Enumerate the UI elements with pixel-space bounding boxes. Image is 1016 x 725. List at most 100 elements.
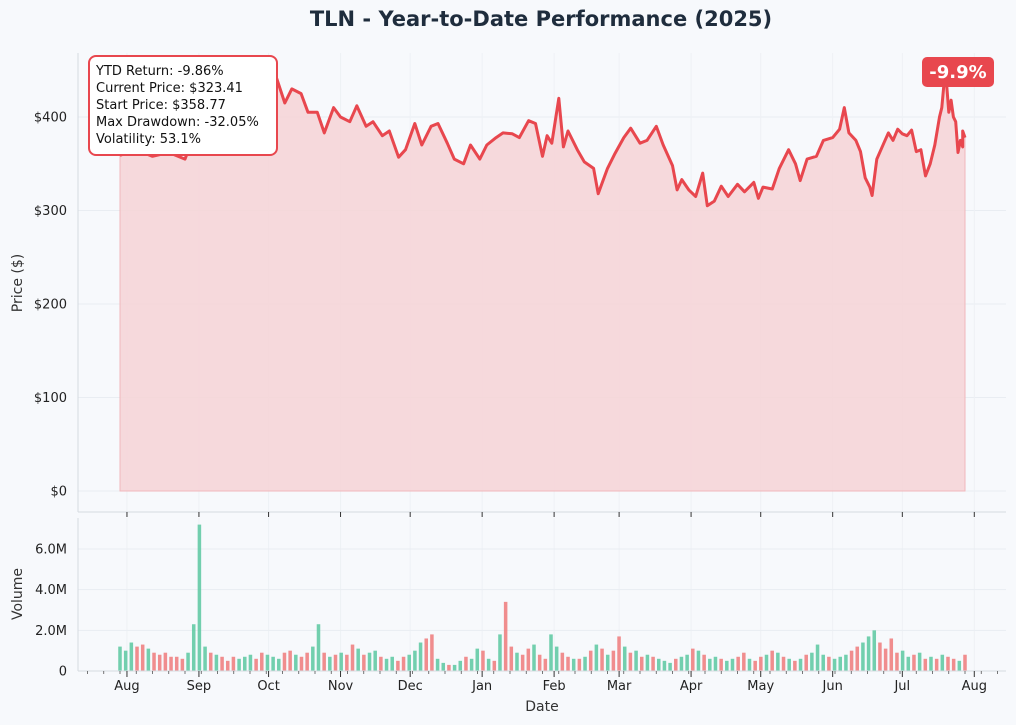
volume-bar xyxy=(157,654,162,671)
volume-bar xyxy=(203,646,207,671)
volume-bar xyxy=(520,654,525,671)
volume-bar xyxy=(566,656,570,671)
volume-bar xyxy=(691,648,695,671)
price-y-ticks: $0 $100 $200 $300 $400 xyxy=(34,111,67,500)
volume-bar xyxy=(549,634,553,671)
volume-bar xyxy=(815,644,820,671)
return-badge-bg xyxy=(922,57,994,87)
volume-bar xyxy=(713,656,718,671)
volume-bar xyxy=(237,658,241,671)
volume-bar xyxy=(231,656,236,671)
volume-x-tick-label: Aug xyxy=(962,679,987,694)
volume-bar xyxy=(140,644,145,671)
volume-bar xyxy=(730,658,735,671)
volume-x-tick-label: Apr xyxy=(680,679,703,694)
volume-bar xyxy=(742,652,746,671)
volume-bar xyxy=(838,656,842,671)
volume-bar xyxy=(265,654,270,671)
volume-bar xyxy=(900,650,905,671)
volume-bar xyxy=(951,658,956,671)
volume-bar xyxy=(776,652,780,671)
volume-bar xyxy=(333,654,338,671)
volume-bar xyxy=(554,646,559,671)
price-panel: $0 $100 $200 $300 $400 Price ($) YTD Return:… xyxy=(10,53,1006,517)
volume-x-tick-label: Oct xyxy=(257,679,279,694)
volume-bar xyxy=(492,660,497,671)
volume-bar xyxy=(191,624,196,671)
volume-bar xyxy=(498,634,502,671)
volume-bar xyxy=(912,654,916,671)
volume-bar xyxy=(441,662,446,671)
volume-bars xyxy=(118,524,967,671)
volume-bar xyxy=(260,652,264,671)
volume-bar xyxy=(339,652,343,671)
volume-bar xyxy=(725,660,729,671)
volume-bar xyxy=(481,650,485,671)
volume-bar xyxy=(129,642,134,671)
volume-x-tick-label: Dec xyxy=(398,679,423,694)
volume-bar xyxy=(509,646,514,671)
volume-bar xyxy=(764,654,769,671)
stats-current-price: Current Price: $323.41 xyxy=(96,81,243,96)
volume-bar xyxy=(186,652,190,671)
price-y-tick-label: $300 xyxy=(34,204,67,219)
volume-x-tick-label: Jan xyxy=(471,679,492,694)
volume-bar xyxy=(588,650,593,671)
volume-y-tick-label: 0 xyxy=(59,665,67,680)
volume-bar xyxy=(322,652,326,671)
stats-start-price: Start Price: $358.77 xyxy=(96,98,226,113)
volume-bar xyxy=(917,652,922,671)
volume-x-tick-label: Mar xyxy=(607,679,632,694)
volume-bar xyxy=(708,658,712,671)
x-axis-label: Date xyxy=(525,699,558,715)
volume-bar xyxy=(798,658,803,671)
volume-bar xyxy=(878,642,882,671)
volume-bar xyxy=(543,658,548,671)
volume-bar xyxy=(832,658,837,671)
price-x-tick-marks xyxy=(126,512,975,517)
volume-bar xyxy=(418,642,423,671)
volume-bar xyxy=(810,652,814,671)
volume-bar xyxy=(515,652,519,671)
return-badge: -9.9% xyxy=(922,57,994,87)
volume-bar xyxy=(866,636,871,671)
volume-bar xyxy=(594,644,599,671)
volume-bar xyxy=(311,646,315,671)
volume-bar xyxy=(503,601,508,671)
volume-bar xyxy=(861,642,865,671)
volume-bar xyxy=(963,654,967,671)
volume-bar xyxy=(458,660,463,671)
volume-bar xyxy=(486,658,491,671)
volume-bar xyxy=(379,656,383,671)
volume-bar xyxy=(855,646,860,671)
volume-bar xyxy=(435,658,440,671)
volume-bar xyxy=(254,658,258,671)
volume-bar xyxy=(906,656,911,671)
volume-x-ticks: Aug Sep Oct Nov Dec Jan Feb Mar Apr May Jun Jul Aug xyxy=(87,671,998,694)
volume-y-tick-label: 6.0M xyxy=(35,543,67,558)
volume-bar xyxy=(401,656,406,671)
volume-bar xyxy=(169,656,173,671)
volume-bar xyxy=(367,652,372,671)
volume-bar xyxy=(793,660,797,671)
volume-bar xyxy=(396,660,400,671)
volume-bar xyxy=(248,654,253,671)
volume-bar xyxy=(685,654,689,671)
volume-bar xyxy=(180,658,185,671)
volume-bar xyxy=(583,656,587,671)
volume-x-tick-label: Sep xyxy=(187,679,212,694)
volume-axis-label: Volume xyxy=(10,568,26,620)
volume-gridlines xyxy=(78,518,1006,672)
volume-x-tick-label: Nov xyxy=(328,679,354,694)
volume-bar xyxy=(702,654,706,671)
volume-bar xyxy=(946,656,950,671)
volume-bar xyxy=(719,658,723,671)
volume-bar xyxy=(605,654,610,671)
stats-box: YTD Return: -9.86% Current Price: $323.4… xyxy=(88,55,278,156)
volume-bar xyxy=(384,658,389,671)
volume-bar xyxy=(889,638,894,671)
volume-bar xyxy=(622,646,627,671)
chart-title: TLN - Year-to-Date Performance (2025) xyxy=(310,7,772,31)
volume-bar xyxy=(753,660,757,671)
